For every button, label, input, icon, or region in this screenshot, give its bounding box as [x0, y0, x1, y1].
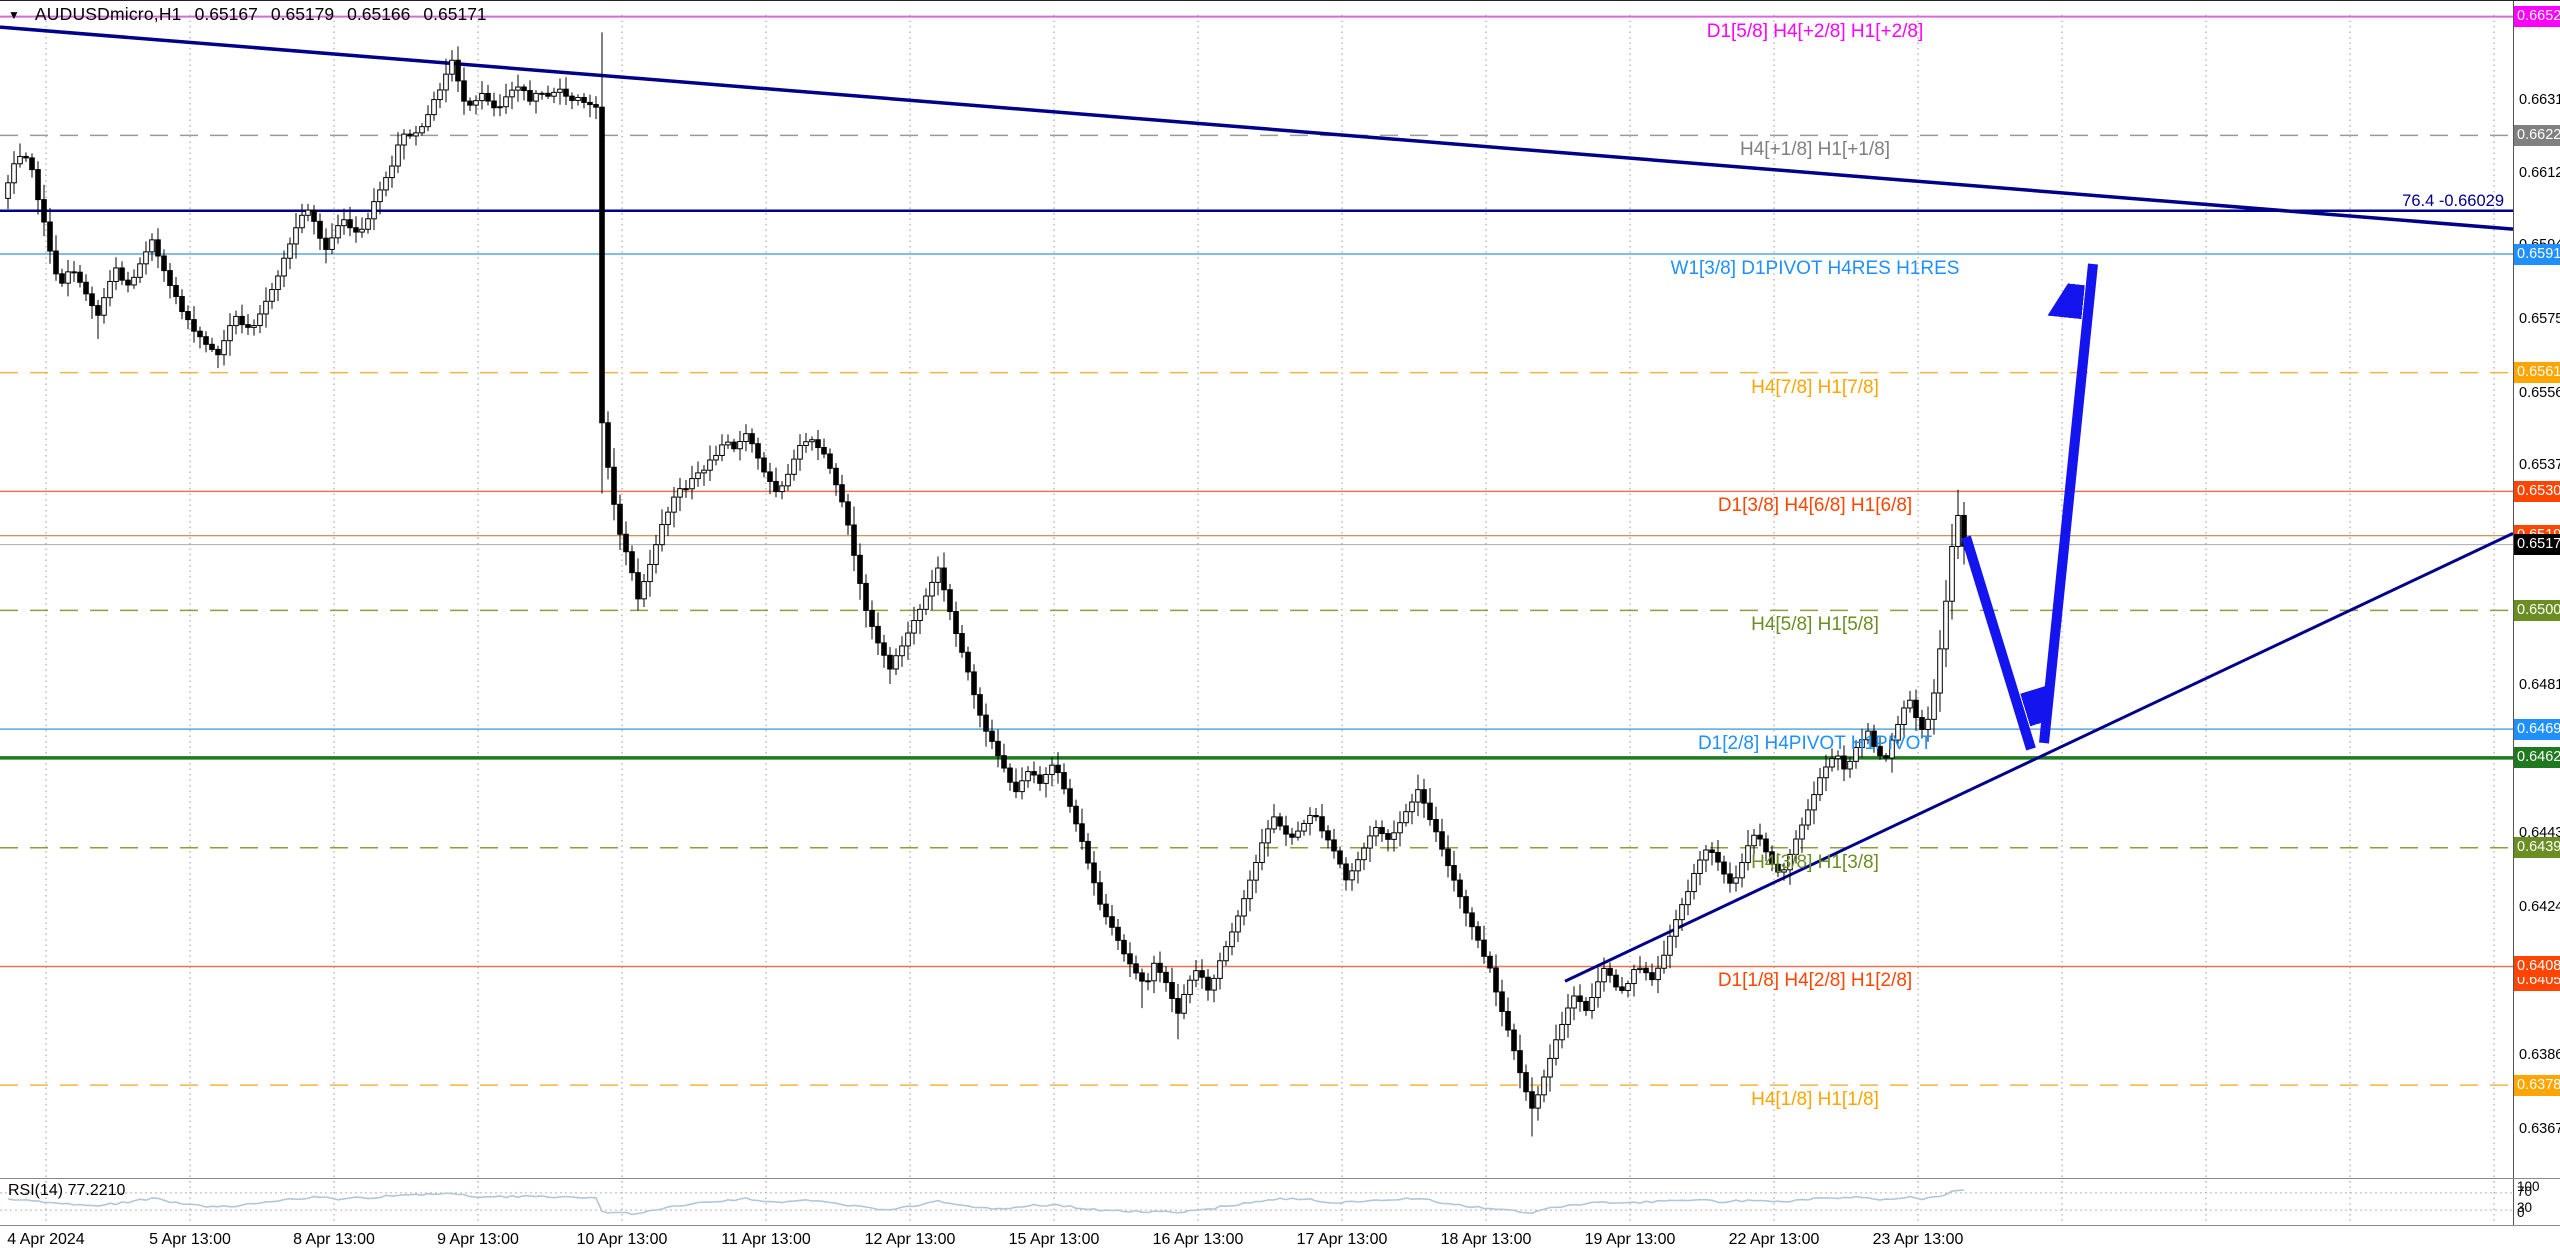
level-lines	[0, 15, 2513, 1086]
ohlc-open: 0.65167	[194, 4, 258, 24]
date-label: 12 Apr 13:00	[864, 1231, 956, 1248]
current-price-badge: 0.65171	[2514, 534, 2560, 556]
date-label: 17 Apr 13:00	[1296, 1231, 1388, 1248]
trendlines[interactable]	[0, 25, 2514, 983]
level-price-badge: 0.66223	[2514, 124, 2560, 146]
chart-title: ▼ AUDUSDmicro,H1 0.65167 0.65179 0.65166…	[8, 4, 487, 25]
date-label: 15 Apr 13:00	[1008, 1231, 1100, 1248]
candlesticks	[5, 32, 1967, 1137]
level-price-badge: 0.66528	[2514, 6, 2560, 28]
level-price-badge: 0.65918	[2514, 243, 2560, 265]
price-tick: 0.65560	[2519, 385, 2560, 402]
price-tick: 0.63860	[2519, 1046, 2560, 1063]
price-tick: 0.64430	[2519, 824, 2560, 841]
vertical-gridlines	[45, 15, 2495, 1225]
level-price-badge: 0.64697	[2514, 718, 2560, 740]
fibonacci-level-label: 76.4 -0.66029	[2402, 192, 2504, 210]
rsi-scale-label: 0	[2517, 1205, 2525, 1220]
projection-arrows[interactable]	[1961, 263, 2098, 751]
ohlc-close: 0.65171	[423, 4, 487, 24]
rsi-line	[7, 1189, 1965, 1216]
symbol-period-label: AUDUSDmicro,H1	[34, 4, 182, 24]
date-label: 5 Apr 13:00	[149, 1231, 231, 1248]
level-label: D1[5/8] H4[+2/8] H1[+2/8]	[1706, 20, 1924, 42]
date-label: 23 Apr 13:00	[1872, 1231, 1964, 1248]
date-label: 10 Apr 13:00	[576, 1231, 668, 1248]
level-label: H4[5/8] H1[5/8]	[1751, 614, 1879, 636]
date-label: 8 Apr 13:00	[293, 1231, 375, 1248]
rsi-scale-label: 30	[2517, 1200, 2533, 1215]
rsi-scale-label: 70	[2517, 1184, 2533, 1199]
date-label: 16 Apr 13:00	[1152, 1231, 1244, 1248]
date-label: 19 Apr 13:00	[1584, 1231, 1676, 1248]
price-axis-border	[2513, 1, 2514, 1225]
price-tick: 0.64240	[2519, 898, 2560, 915]
level-price-badge: 0.64623	[2514, 747, 2560, 769]
level-label: H4[7/8] H1[7/8]	[1751, 376, 1879, 398]
price-tick: 0.66125	[2519, 165, 2560, 182]
level-price-badge: 0.63782	[2514, 1074, 2560, 1096]
price-tick: 0.65375	[2519, 457, 2560, 474]
date-label: 22 Apr 13:00	[1728, 1231, 1820, 1248]
date-label: 4 Apr 2024	[7, 1231, 85, 1248]
ohlc-low: 0.65166	[347, 4, 411, 24]
level-price-badge: 0.65308	[2514, 480, 2560, 502]
price-tick: 0.64810	[2519, 677, 2560, 694]
level-label: H4[1/8] H1[1/8]	[1751, 1089, 1879, 1111]
level-label: D1[3/8] H4[6/8] H1[6/8]	[1717, 495, 1913, 517]
level-price-badge: 0.64392	[2514, 837, 2560, 859]
date-label: 9 Apr 13:00	[437, 1231, 519, 1248]
price-tick: 0.63670	[2519, 1120, 2560, 1137]
level-price-badge: 0.65613	[2514, 362, 2560, 384]
level-price-badge: 0.65002	[2514, 599, 2560, 621]
level-label: D1[1/8] H4[2/8] H1[2/8]	[1717, 970, 1913, 992]
rsi-pane-separator[interactable]	[0, 1178, 2560, 1179]
level-label: W1[3/8] D1PIVOT H4RES H1RES	[1670, 258, 1960, 279]
price-tick: 0.65750	[2519, 311, 2560, 328]
rsi-indicator-label: RSI(14) 77.2210	[8, 1182, 126, 1199]
date-label: 11 Apr 13:00	[721, 1231, 811, 1248]
symbol-dropdown-icon[interactable]: ▼	[8, 7, 20, 22]
date-label: 18 Apr 13:00	[1440, 1231, 1532, 1248]
time-axis-separator	[0, 1225, 2560, 1226]
ohlc-high: 0.65179	[270, 4, 335, 24]
rsi-scale-label: 100	[2517, 1179, 2540, 1194]
price-tick: 0.66315	[2519, 91, 2560, 108]
level-label: D1[2/8] H4PIVOT H1PIVOT	[1697, 733, 1933, 755]
level-price-badge: 0.64087	[2514, 955, 2560, 977]
level-label: H4[+1/8] H1[+1/8]	[1740, 139, 1890, 161]
level-label: H4[3/8] H1[3/8]	[1751, 851, 1879, 873]
